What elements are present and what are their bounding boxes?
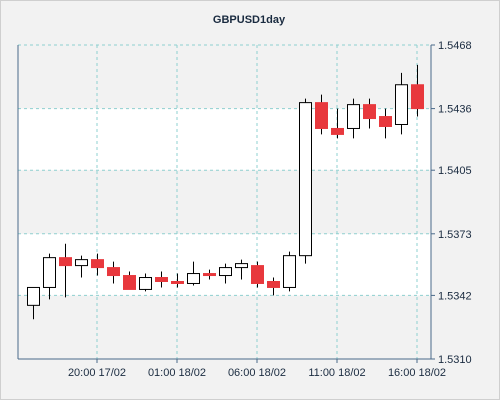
candle (123, 271, 136, 290)
axes (17, 45, 432, 360)
candle-body-down (267, 280, 280, 288)
x-tick-label: 20:00 17/02 (68, 367, 126, 379)
x-tick-label: 01:00 18/02 (148, 367, 206, 379)
candle-body-down (123, 275, 136, 290)
candle (283, 251, 296, 292)
candle (267, 277, 280, 296)
candle-body-up (347, 104, 360, 129)
candle-body-down (363, 104, 376, 120)
y-tick-label: 1.5310 (438, 354, 472, 366)
candle (411, 64, 424, 117)
y-tick-label: 1.5342 (438, 290, 472, 302)
y-tick-label: 1.5373 (438, 229, 472, 241)
candle (219, 263, 232, 284)
candle (187, 261, 200, 286)
candle (379, 108, 392, 139)
candle-body-up (27, 286, 40, 306)
candle-body-up (43, 257, 56, 288)
candle (315, 94, 328, 135)
candle (299, 98, 312, 264)
candle-body-up (235, 263, 248, 269)
candle (347, 98, 360, 139)
candle (203, 269, 216, 280)
candle (27, 286, 40, 320)
candle-body-up (299, 102, 312, 257)
candle (91, 253, 104, 276)
y-tick-label: 1.5405 (438, 165, 472, 177)
grid-lines (18, 44, 431, 360)
y-tick-label: 1.5436 (438, 104, 472, 116)
candle-body-down (155, 277, 168, 282)
candles-group (27, 64, 424, 320)
chart-title: GBPUSD1day (213, 14, 286, 26)
candle-body-down (107, 267, 120, 277)
candle-body-down (171, 280, 184, 284)
candle-body-down (379, 116, 392, 127)
x-axis-ticks: 20:00 17/02 01:00 18/02 06:00 18/02 11:00 1… (68, 359, 446, 379)
background-bands (18, 108, 431, 296)
candle (331, 108, 344, 139)
candle-body-up (187, 273, 200, 284)
background-band (18, 108, 431, 171)
candle-body-down (331, 127, 344, 135)
candle (107, 261, 120, 284)
candle-body-up (283, 255, 296, 288)
candle-body-down (59, 257, 72, 267)
candle (251, 261, 264, 288)
candle-body-down (251, 265, 264, 284)
candle-body-down (411, 84, 424, 110)
candle (171, 273, 184, 288)
candle (235, 259, 248, 280)
y-tick-label: 1.5468 (438, 40, 472, 52)
candle-body-down (203, 273, 216, 277)
candle (59, 243, 72, 298)
candle-body-up (139, 277, 152, 290)
candle (395, 72, 408, 135)
x-tick-label: 16:00 18/02 (388, 367, 446, 379)
candle-body-up (75, 259, 88, 267)
candle-body-up (395, 84, 408, 125)
candle-body-down (91, 259, 104, 269)
candle (75, 255, 88, 278)
x-tick-label: 11:00 18/02 (308, 367, 365, 379)
candle-body-up (219, 267, 232, 277)
candle (43, 253, 56, 300)
candle (139, 273, 152, 292)
x-tick-label: 06:00 18/02 (228, 367, 286, 379)
candle-body-down (315, 102, 328, 129)
candle (155, 271, 168, 288)
y-axis-ticks: 1.5468 1.5436 1.5405 1.5373 1.5342 1.5310 (431, 40, 472, 366)
candle (363, 98, 376, 129)
